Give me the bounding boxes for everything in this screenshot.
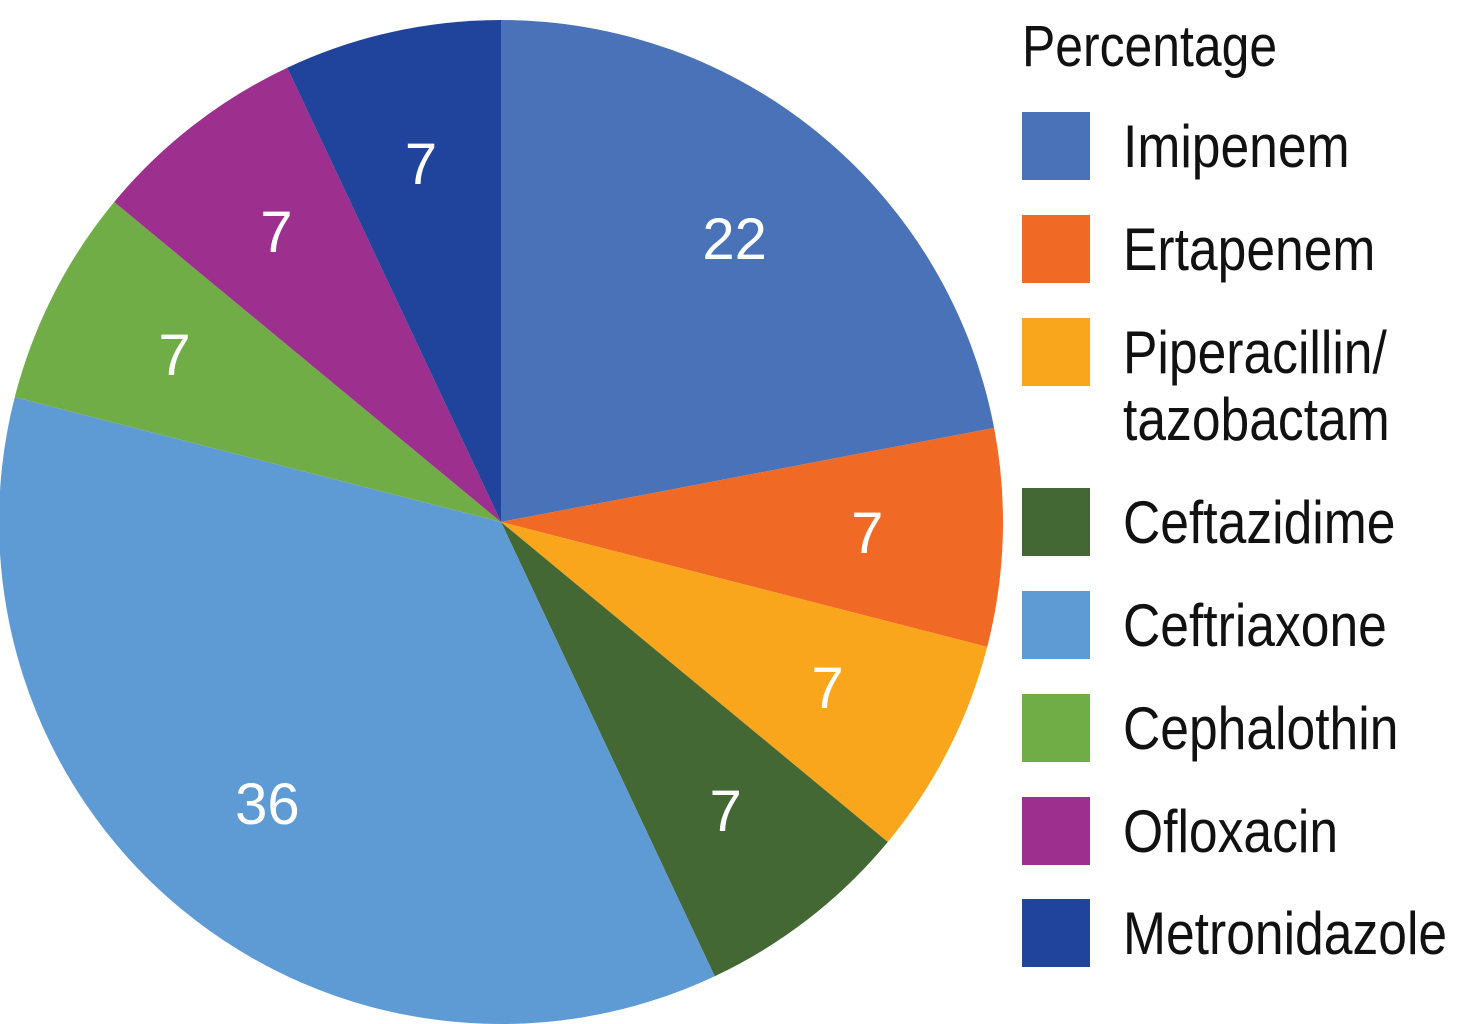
legend-swatch [1022,693,1090,762]
pie-slice-1 [501,20,995,522]
legend-item: Piperacillin/ tazobactam [1022,317,1481,455]
legend-label: Ofloxacin [1123,797,1339,865]
legend-items: Imipenem Ertapenem Piperacillin/ tazobacta… [1022,112,1481,968]
legend-label: Ertapenem [1123,215,1376,283]
legend-label: Cephalothin [1123,694,1399,762]
legend-item: Ofloxacin [1022,796,1481,866]
legend-item: Metronidazole [1022,899,1481,968]
legend-swatch [1022,214,1090,283]
legend-item: Ertapenem [1022,214,1481,284]
legend-item: Ceftazidime [1022,488,1481,557]
pie-slice-6 [14,202,502,522]
pie-slice-8 [287,20,501,522]
legend-swatch [1022,112,1090,180]
pie-slice-7 [114,67,501,522]
data-label-8: 7 [405,132,437,197]
data-label-2: 7 [851,501,883,566]
legend-title: Percentage [1022,14,1278,79]
legend-item: Ceftriaxone [1022,590,1481,660]
pie-slice-2 [501,427,1004,647]
pie-data-labels: 22 7 7 7 36 7 7 7 [158,132,883,844]
legend-swatch [1022,317,1090,386]
legend: Percentage Imipenem Ertapenem Piperacillin… [1022,18,1481,1002]
legend-swatch [1022,590,1090,659]
data-label-3: 7 [811,656,843,721]
legend-label: Ceftazidime [1123,489,1396,557]
data-label-6: 7 [158,323,190,388]
legend-item: Imipenem [1022,112,1481,181]
pie-slice-4 [501,522,888,977]
pie-chart: 22 7 7 7 36 7 7 7 [0,20,1004,1024]
pie-slice-3 [501,522,988,842]
data-label-1: 22 [702,207,767,272]
data-label-7: 7 [260,200,292,265]
legend-item: Cephalothin [1022,693,1481,763]
legend-label: Piperacillin/ tazobactam [1123,318,1390,454]
legend-label: Imipenem [1123,113,1350,180]
legend-label: Metronidazole [1123,900,1448,968]
legend-label: Ceftriaxone [1123,591,1387,659]
legend-swatch [1022,488,1090,557]
data-label-5: 36 [235,772,300,837]
pie-slices [0,20,1004,1024]
legend-swatch [1022,899,1090,968]
legend-swatch [1022,796,1090,865]
pie-slice-5 [0,397,715,1024]
data-label-4: 7 [709,779,741,844]
